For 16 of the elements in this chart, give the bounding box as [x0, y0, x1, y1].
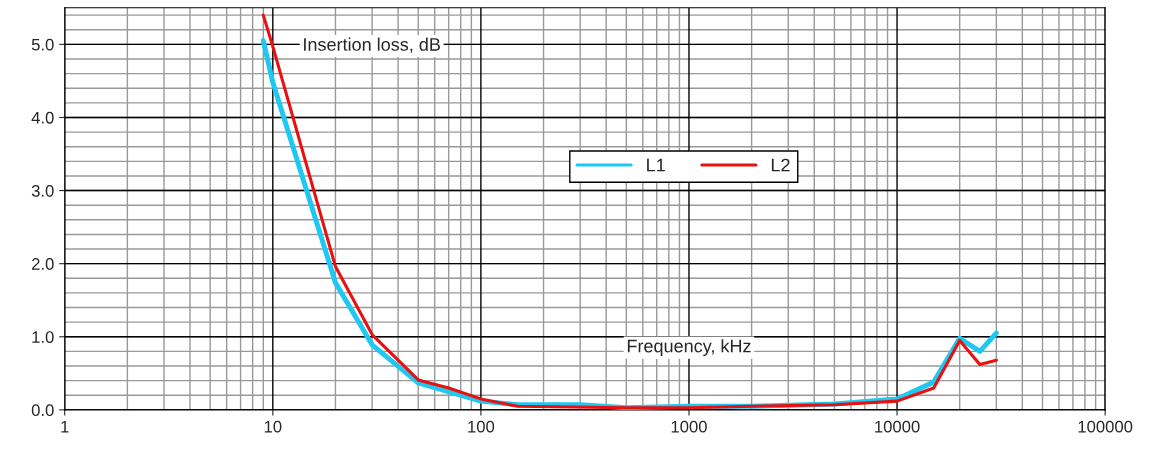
legend-label: L2: [771, 158, 790, 172]
x-tick-label: 10: [264, 420, 282, 433]
y-tick-label: 3.0: [31, 184, 54, 197]
y-tick-label: 0.0: [31, 404, 54, 417]
x-tick-label: 1: [61, 420, 69, 433]
x-axis-title: Frequency, kHz: [627, 339, 751, 356]
y-tick-label: 2.0: [31, 258, 54, 270]
y-tick-label: 1.0: [32, 331, 54, 343]
x-tick-label: 100: [468, 420, 495, 433]
x-tick-label: 100000: [1078, 420, 1133, 433]
x-tick-label: 1000: [671, 420, 707, 433]
legend-label: L1: [647, 158, 665, 172]
y-tick-label: 5.0: [31, 38, 54, 51]
y-axis-title: Insertion loss, dB: [304, 37, 440, 53]
x-tick-label: 10000: [875, 420, 920, 433]
y-tick-label: 4.0: [31, 111, 54, 124]
